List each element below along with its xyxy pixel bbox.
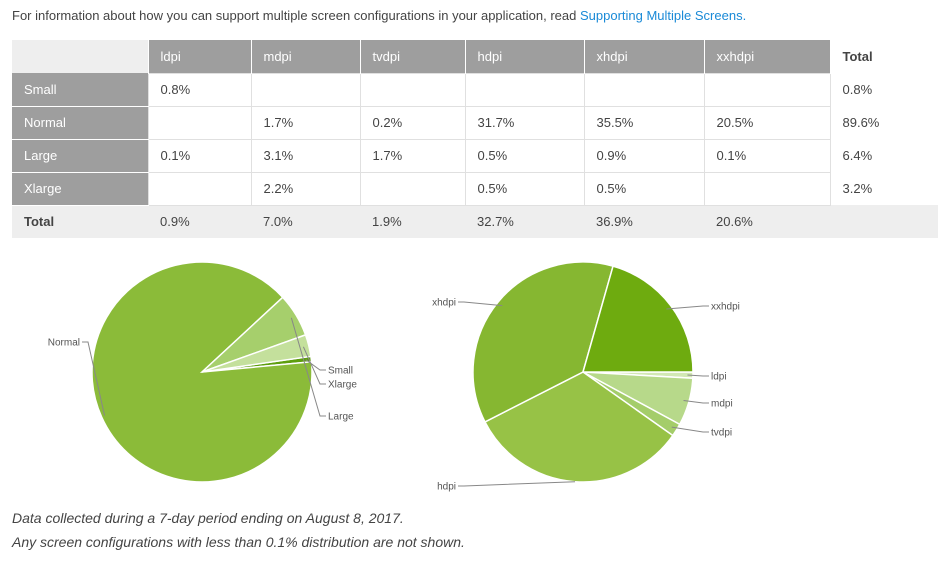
column-total-cell: 7.0% — [251, 205, 360, 238]
column-header-mdpi: mdpi — [251, 40, 361, 73]
table-cell: 20.5% — [703, 105, 831, 140]
pie-label-large: Large — [328, 412, 354, 423]
leader-line-ldpi — [687, 374, 709, 377]
table-row: Large 0.1% 3.1% 1.7% 0.5% 0.9% 0.1% 6.4% — [12, 138, 938, 173]
leader-line-mdpi — [683, 400, 709, 404]
table-cell: 2.2% — [250, 171, 361, 206]
leader-line-xxhdpi — [666, 305, 709, 310]
table-cell: 0.1% — [147, 138, 252, 173]
pie-label-normal: Normal — [48, 338, 80, 349]
table-cell: 35.5% — [583, 105, 705, 140]
column-total-cell: 0.9% — [148, 205, 251, 238]
column-header-tvdpi: tvdpi — [360, 40, 466, 73]
table-cell: 1.7% — [250, 105, 361, 140]
table-row: Small 0.8% 0.8% — [12, 72, 938, 107]
pie-label-small: Small — [328, 366, 353, 377]
table-cell — [359, 171, 466, 206]
table-cell — [703, 171, 831, 206]
table-cell: 0.5% — [464, 171, 585, 206]
row-total-cell: 6.4% — [829, 139, 938, 172]
pie-label-ldpi: ldpi — [711, 372, 727, 383]
row-header-normal: Normal — [12, 106, 148, 140]
column-header-total: Total — [830, 40, 938, 73]
pie-slice-xxhdpi — [582, 265, 694, 373]
table-cell: 0.9% — [583, 138, 705, 173]
pie-label-tvdpi: tvdpi — [711, 428, 732, 439]
row-header-large: Large — [12, 139, 148, 173]
table-cell: 0.8% — [147, 72, 252, 107]
column-header-xhdpi: xhdpi — [584, 40, 705, 73]
row-header-small: Small — [12, 73, 148, 107]
row-header-xlarge: Xlarge — [12, 172, 148, 206]
table-cell: 0.1% — [703, 138, 831, 173]
leader-line-xlarge — [302, 346, 326, 385]
row-total-cell: 0.8% — [829, 73, 938, 106]
column-header-xxhdpi: xxhdpi — [704, 40, 831, 73]
pie-label-xhdpi: xhdpi — [432, 298, 456, 309]
intro-sentence: For information about how you can suppor… — [12, 8, 580, 23]
table-cell — [359, 72, 466, 107]
pie-label-hdpi: hdpi — [437, 482, 456, 493]
column-total-cell: 32.7% — [465, 205, 584, 238]
pie-label-xlarge: Xlarge — [328, 380, 357, 391]
column-header-ldpi: ldpi — [148, 40, 252, 73]
row-header-total: Total — [12, 205, 148, 238]
row-total-cell: 89.6% — [829, 106, 938, 139]
totals-row: Total 0.9% 7.0% 1.9% 32.7% 36.9% 20.6% — [12, 205, 938, 238]
pie-label-mdpi: mdpi — [711, 399, 733, 410]
pie-label-xxhdpi: xxhdpi — [711, 302, 740, 313]
table-cell — [250, 72, 361, 107]
leader-line-hdpi — [458, 481, 576, 487]
leader-line-large — [290, 317, 326, 417]
table-row: Normal 1.7% 0.2% 31.7% 35.5% 20.5% 89.6% — [12, 105, 938, 140]
table-cell: 0.5% — [583, 171, 705, 206]
leader-line-tvdpi — [671, 426, 709, 433]
note-threshold: Any screen configurations with less than… — [12, 534, 465, 550]
column-total-cell: 20.6% — [704, 205, 830, 238]
table-cell — [583, 72, 705, 107]
screen-density-pie-chart: ldpi mdpi tvdpi hdpi xhdpi xxhdpi — [432, 261, 740, 493]
column-total-cell: 1.9% — [360, 205, 465, 238]
row-total-cell: 3.2% — [829, 172, 938, 205]
table-cell — [147, 105, 252, 140]
table-cell: 0.2% — [359, 105, 466, 140]
screen-size-pie-chart: Small Normal Large Xlarge — [48, 261, 357, 483]
column-header-hdpi: hdpi — [465, 40, 585, 73]
intro-text: For information about how you can suppor… — [12, 8, 746, 24]
pie-slice-xhdpi — [472, 261, 614, 423]
notes: Data collected during a 7-day period end… — [12, 506, 465, 554]
table-cell — [464, 72, 585, 107]
note-collection-period: Data collected during a 7-day period end… — [12, 510, 404, 526]
screen-distribution-table: ldpi mdpi tvdpi hdpi xhdpi xxhdpi Total … — [12, 40, 938, 238]
table-cell: 3.1% — [250, 138, 361, 173]
table-cell — [147, 171, 252, 206]
table-cell: 0.5% — [464, 138, 585, 173]
table-row: Xlarge 2.2% 0.5% 0.5% 3.2% — [12, 171, 938, 206]
column-total-cell: 36.9% — [584, 205, 704, 238]
pie-slice-xlarge — [201, 333, 312, 373]
table-cell — [703, 72, 831, 107]
leader-line-xhdpi — [458, 301, 503, 307]
table-cell: 1.7% — [359, 138, 466, 173]
supporting-multiple-screens-link[interactable]: Supporting Multiple Screens. — [579, 8, 747, 23]
table-header-row: ldpi mdpi tvdpi hdpi xhdpi xxhdpi Total — [12, 40, 938, 73]
grand-total-cell — [830, 205, 938, 238]
table-cell: 31.7% — [464, 105, 585, 140]
table-corner-cell — [12, 40, 149, 73]
leader-line-normal — [82, 341, 106, 416]
